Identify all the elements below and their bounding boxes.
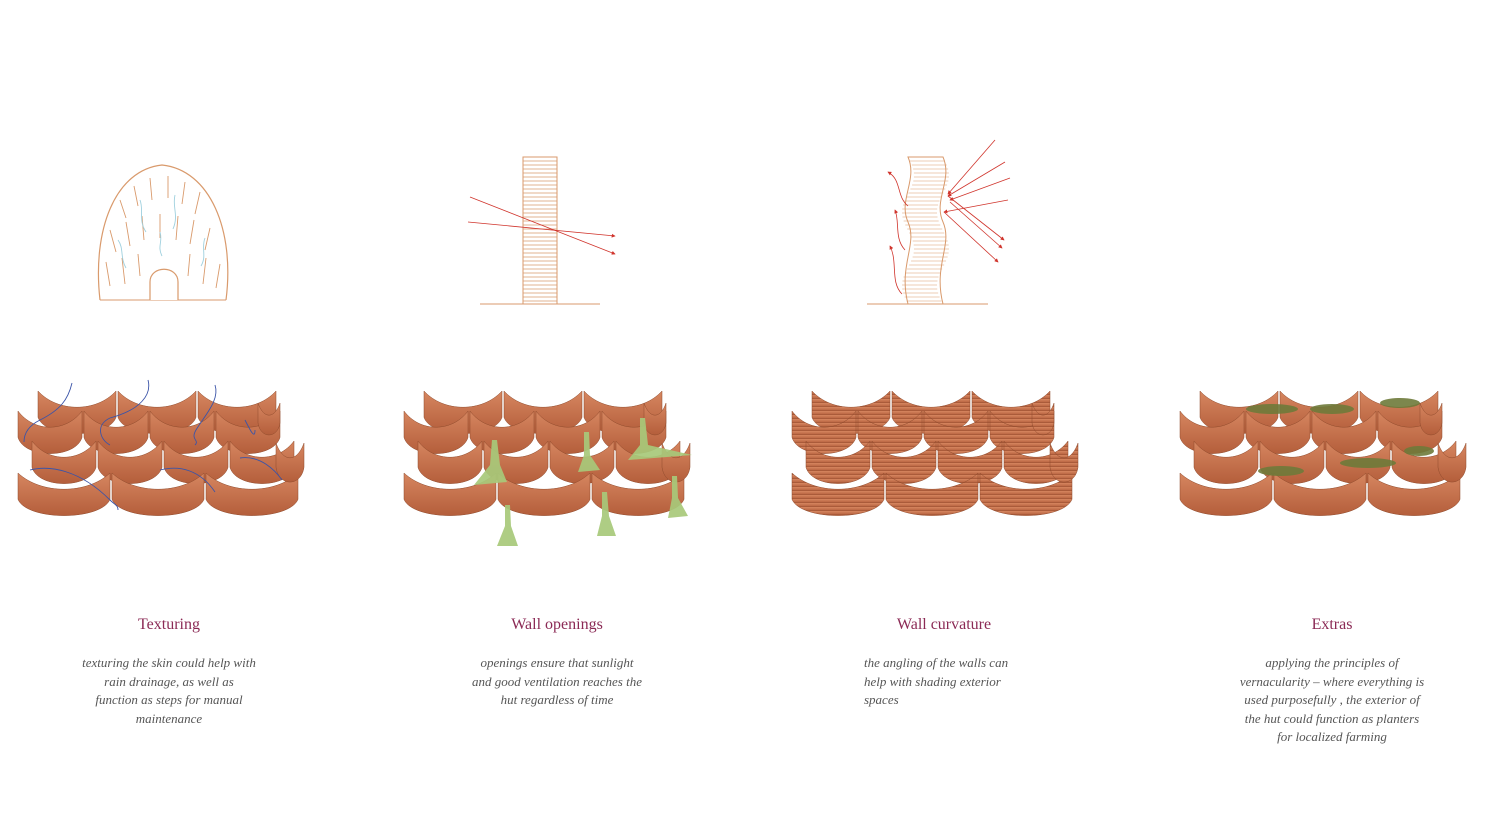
wall-section-sunlight-icon <box>467 156 616 305</box>
caption-texturing: Texturing texturing the skin could help … <box>49 616 289 728</box>
caption-title: Texturing <box>138 616 200 633</box>
curved-wall-module-cluster <box>791 390 1079 516</box>
caption-body: the angling of the walls can help with s… <box>864 655 1009 707</box>
caption-title: Wall curvature <box>896 616 992 633</box>
caption-title: Extras <box>1311 616 1353 633</box>
caption-body: applying the principles of vernacularity… <box>1239 655 1425 744</box>
caption-body: openings ensure that sunlight and good v… <box>472 655 642 707</box>
ventilation-arrows <box>474 418 692 546</box>
textured-hut-icon <box>97 164 229 301</box>
curved-wall-shading-icon <box>867 139 1011 305</box>
caption-body: texturing the skin could help with rain … <box>82 655 256 726</box>
caption-wall-curvature: Wall curvature the angling of the walls … <box>824 616 1064 710</box>
textured-module-cluster <box>17 390 305 516</box>
caption-wall-openings: Wall openings openings ensure that sunli… <box>437 616 677 710</box>
caption-title: Wall openings <box>511 616 603 633</box>
caption-extras: Extras applying the principles of vernac… <box>1212 616 1452 747</box>
drainage-lines <box>23 379 283 511</box>
planter-module-cluster <box>1179 390 1467 516</box>
